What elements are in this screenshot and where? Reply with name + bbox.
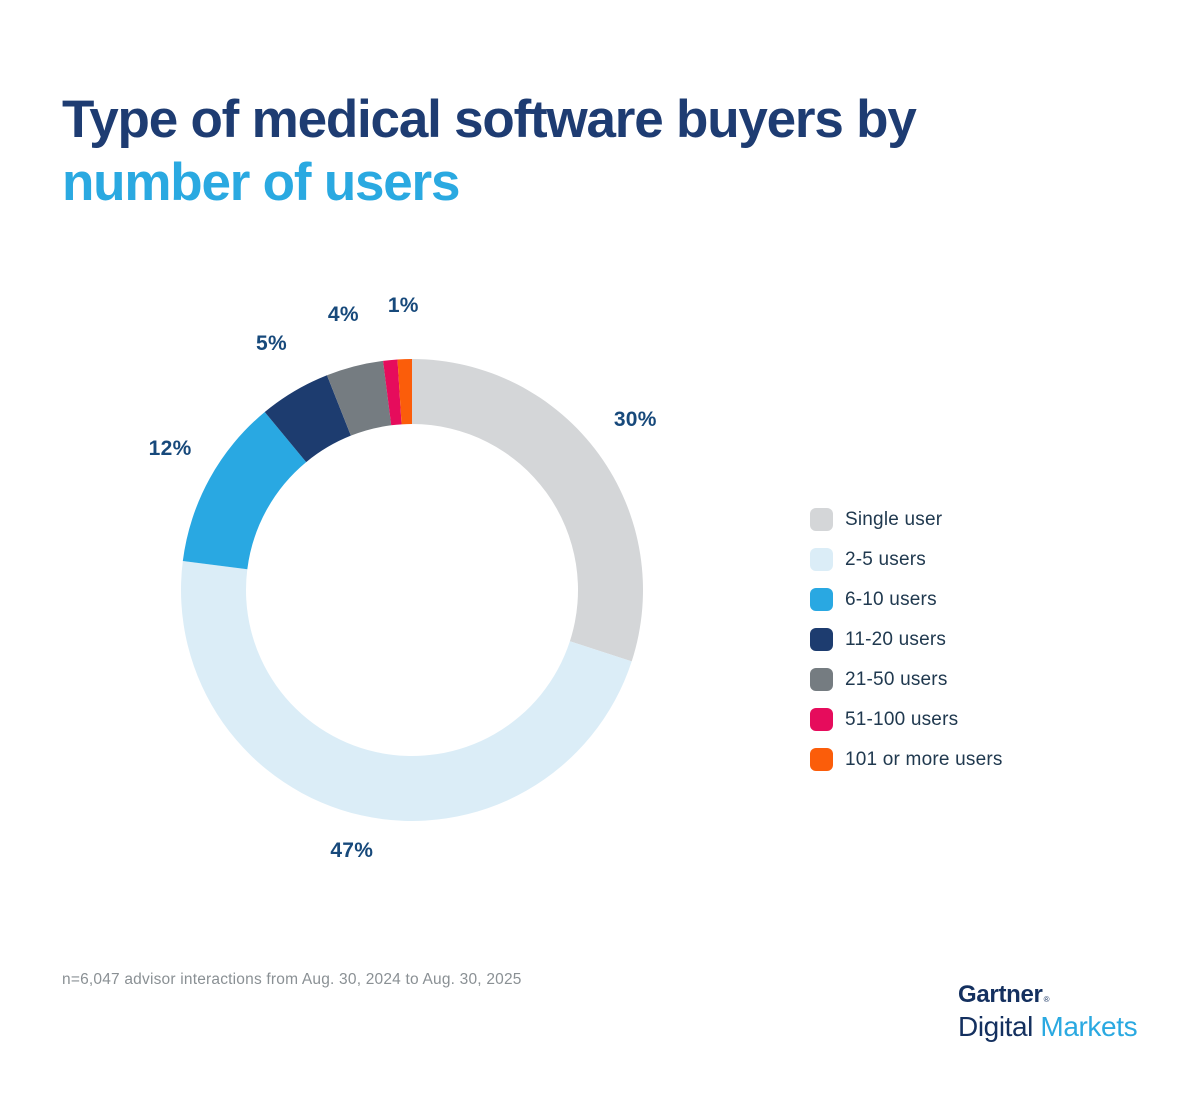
donut-segment-single-user (412, 359, 643, 662)
gartner-digital-markets-logo: Gartner® Digital Markets (958, 983, 1138, 1042)
markets-text: Markets (1040, 1011, 1138, 1042)
legend-label-51-100-users: 51-100 users (845, 708, 959, 730)
legend-swatch-6-10-users (810, 588, 833, 611)
legend-label-single-user: Single user (845, 508, 943, 530)
legend-swatch-101-or-more-users (810, 748, 833, 771)
legend-label-21-50-users: 21-50 users (845, 668, 948, 690)
chart-legend: Single user 2-5 users 6-10 users 11-20 u… (810, 508, 1003, 771)
legend-item-2-5-users: 2-5 users (810, 548, 1003, 571)
legend-label-6-10-users: 6-10 users (845, 588, 937, 610)
registered-mark: ® (1043, 995, 1050, 1004)
title-line-1: Type of medical software buyers by (62, 90, 917, 149)
page-title: Type of medical software buyers by numbe… (62, 88, 917, 214)
legend-label-101-or-more-users: 101 or more users (845, 748, 1003, 770)
gartner-wordmark: Gartner® (958, 983, 1137, 1007)
legend-item-6-10-users: 6-10 users (810, 588, 1003, 611)
legend-swatch-51-100-users (810, 708, 833, 731)
legend-item-11-20-users: 11-20 users (810, 628, 1003, 651)
donut-segment-11-20-users (264, 375, 351, 463)
legend-item-single-user: Single user (810, 508, 1003, 531)
gartner-brand-text: Gartner (958, 981, 1043, 1008)
donut-segment-101-or-more-users (397, 359, 412, 425)
donut-svg (181, 359, 643, 821)
footnote: n=6,047 advisor interactions from Aug. 3… (62, 971, 522, 988)
title-line-2: number of users (62, 153, 460, 212)
donut-segment-51-100-users (383, 359, 402, 426)
donut-chart: 30% 47% 12% 5% 4% 1% (112, 290, 712, 890)
legend-swatch-2-5-users (810, 548, 833, 571)
digital-markets-wordmark: Digital Markets (958, 1011, 1138, 1042)
legend-item-51-100-users: 51-100 users (810, 708, 1003, 731)
legend-label-11-20-users: 11-20 users (845, 628, 947, 650)
legend-swatch-11-20-users (810, 628, 833, 651)
legend-label-2-5-users: 2-5 users (845, 548, 927, 570)
donut-segment-21-50-users (326, 360, 392, 436)
legend-swatch-single-user (810, 508, 833, 531)
legend-swatch-21-50-users (810, 668, 833, 691)
digital-text: Digital (958, 1011, 1034, 1042)
donut-segment-2-5-users (181, 561, 632, 821)
legend-item-21-50-users: 21-50 users (810, 668, 1003, 691)
donut-segment-6-10-users (182, 412, 307, 570)
legend-item-101-or-more-users: 101 or more users (810, 748, 1003, 771)
